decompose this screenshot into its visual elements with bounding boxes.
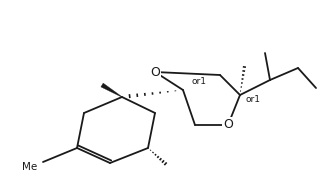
Text: O: O: [150, 66, 160, 78]
Text: Me: Me: [22, 162, 37, 172]
Text: or1: or1: [191, 78, 206, 86]
Text: O: O: [223, 119, 233, 131]
Polygon shape: [101, 83, 122, 97]
Text: O: O: [223, 119, 233, 131]
Text: or1: or1: [245, 96, 260, 105]
Text: O: O: [150, 66, 160, 78]
